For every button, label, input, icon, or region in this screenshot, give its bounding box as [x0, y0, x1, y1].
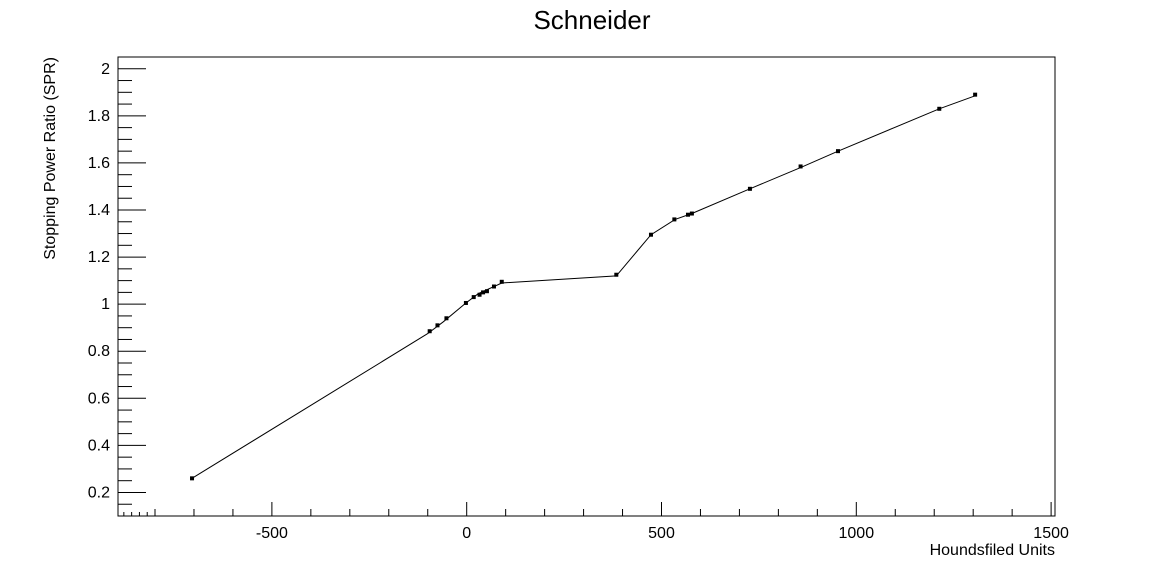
data-point — [477, 292, 482, 297]
x-axis-title: Houndsfiled Units — [930, 542, 1055, 559]
data-point — [614, 272, 619, 277]
data-point — [484, 289, 489, 294]
y-tick-label: 0.8 — [88, 343, 110, 360]
y-tick-label: 1.4 — [88, 202, 110, 219]
chart-title: Schneider — [533, 5, 650, 35]
data-point — [444, 316, 449, 321]
y-tick-label: 2 — [101, 61, 110, 78]
x-axis: -500 0 500 1000 1500 — [123, 502, 1069, 542]
y-tick-label: 1.8 — [88, 108, 110, 125]
fit-line — [191, 95, 976, 479]
data-point — [435, 323, 440, 328]
x-tick-label: 0 — [462, 525, 471, 542]
x-tick-label: 1500 — [1033, 525, 1069, 542]
y-tick-label: 1.6 — [88, 155, 110, 172]
series-layer — [190, 92, 978, 481]
plot-frame — [117, 56, 1056, 517]
data-point — [481, 290, 486, 295]
y-tick-label: 1.2 — [88, 249, 110, 266]
data-point — [973, 92, 978, 97]
y-tick-label: 1 — [101, 296, 110, 313]
x-tick-label: 500 — [648, 525, 675, 542]
y-axis-title: Stopping Power Ratio (SPR) — [42, 57, 59, 260]
data-point — [427, 329, 432, 334]
x-tick-label: -500 — [256, 525, 288, 542]
y-tick-label: 0.2 — [88, 484, 110, 501]
y-axis: 0.2 0.4 0.6 0.8 1 1.2 1.4 1.6 1.8 2 — [88, 61, 146, 505]
data-point — [798, 164, 803, 169]
data-point — [499, 279, 504, 284]
y-tick-label: 0.4 — [88, 437, 110, 454]
y-tick-label: 0.6 — [88, 390, 110, 407]
x-tick-label: 1000 — [839, 525, 875, 542]
